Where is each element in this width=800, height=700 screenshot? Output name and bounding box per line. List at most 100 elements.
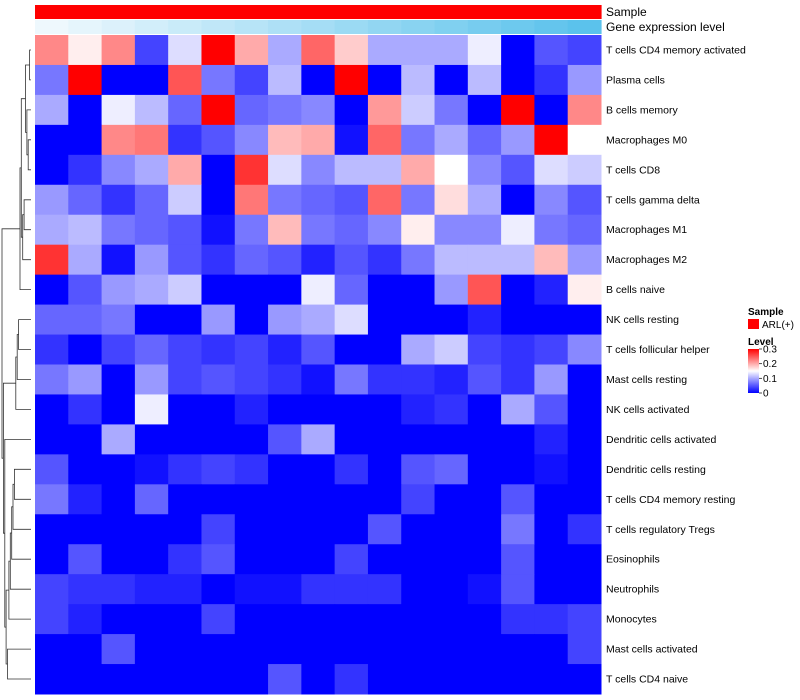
row-label: T cells follicular helper [606, 344, 710, 356]
heatmap-cell [367, 394, 402, 425]
heatmap-cell [367, 214, 402, 246]
heatmap-cell [334, 394, 369, 425]
heatmap-cell [134, 244, 169, 276]
heatmap-cell [101, 514, 136, 545]
heatmap-cell [134, 394, 169, 425]
heatmap-cell [234, 35, 269, 66]
heatmap-cell [401, 214, 436, 246]
heatmap-cell [168, 454, 202, 485]
heatmap-cell [401, 64, 436, 96]
heatmap-cell [567, 454, 602, 485]
track-gene-expression-cell [35, 20, 69, 34]
heatmap-cell [234, 514, 269, 545]
heatmap-cell [35, 454, 69, 485]
heatmap-cell [367, 334, 402, 365]
heatmap-cell [168, 35, 202, 66]
heatmap-cell [567, 154, 602, 186]
heatmap-cell [434, 634, 469, 665]
track-sample-cell [68, 5, 103, 19]
heatmap-cell [467, 214, 502, 246]
heatmap-cell [68, 364, 103, 395]
heatmap-cell [401, 484, 436, 515]
heatmap-cell [301, 64, 336, 96]
track-sample-cell [35, 5, 69, 19]
heatmap-cell [68, 454, 103, 485]
heatmap-cell [501, 364, 535, 395]
heatmap-cell [334, 334, 369, 365]
row-labels: T cells CD4 memory activated Plasma cells… [606, 44, 746, 685]
heatmap-cell [501, 334, 535, 365]
track-sample-cell [501, 5, 536, 19]
heatmap-cell [234, 544, 269, 575]
heatmap-cell [134, 304, 169, 336]
heatmap-cell [201, 304, 236, 336]
heatmap-cell [201, 214, 236, 246]
heatmap-cell [35, 574, 69, 605]
heatmap-cell [367, 544, 402, 575]
track-gene-expression-cell [467, 20, 502, 34]
heatmap-cell [467, 154, 502, 186]
row-label: Neutrophils [606, 584, 659, 596]
row-label: Plasma cells [606, 74, 665, 86]
dendrogram-branch [29, 49, 31, 81]
heatmap-cell [268, 94, 302, 126]
dendrogram-branch [15, 356, 31, 410]
heatmap-cell [401, 154, 436, 186]
heatmap-cell [401, 274, 436, 306]
heatmap-cell [467, 424, 502, 455]
heatmap-cell [301, 124, 336, 156]
heatmap-cell [434, 64, 469, 96]
heatmap-cell [367, 484, 402, 515]
heatmap-cell [301, 304, 336, 336]
heatmap-cell [401, 184, 436, 216]
heatmap-cell [434, 364, 469, 395]
heatmap-cell [367, 634, 402, 665]
heatmap-cell [467, 484, 502, 515]
heatmap-cell [334, 124, 369, 156]
heatmap-cell [201, 484, 236, 515]
heatmap-cell [234, 454, 269, 485]
heatmap-cell [168, 304, 202, 336]
heatmap-cell [301, 274, 336, 306]
heatmap-cell [301, 94, 336, 126]
heatmap-cell [134, 634, 169, 665]
heatmap-cell [234, 154, 269, 186]
heatmap-cell [68, 244, 103, 276]
track-gene-expression-cell [334, 20, 369, 34]
track-gene-expression-cell [134, 20, 169, 34]
heatmap-cell [434, 424, 469, 455]
heatmap-cell [501, 544, 535, 575]
dendrogram-branch [14, 468, 31, 500]
heatmap-cell [301, 394, 336, 425]
heatmap-cell [467, 364, 502, 395]
row-label: NK cells activated [606, 404, 690, 416]
heatmap-cell [434, 604, 469, 635]
heatmap-cell [367, 154, 402, 186]
legend-level-title: Level [748, 337, 774, 348]
heatmap-cell [201, 544, 236, 575]
heatmap-cell [467, 664, 502, 695]
heatmap-cell [134, 454, 169, 485]
heatmap-cell [234, 394, 269, 425]
heatmap-cell [268, 394, 302, 425]
heatmap-cell [334, 94, 369, 126]
heatmap-cell [101, 184, 136, 216]
heatmap-cell [367, 364, 402, 395]
track-sample-cell [101, 5, 136, 19]
heatmap-cell [234, 94, 269, 126]
row-label: Mast cells activated [606, 644, 698, 656]
heatmap-cell [367, 604, 402, 635]
row-label: Macrophages M0 [606, 134, 687, 146]
track-gene-expression-cell [268, 20, 302, 34]
heatmap-cell [35, 64, 69, 96]
heatmap-cell [134, 274, 169, 306]
legend-tick-label: 0.1 [763, 374, 777, 385]
heatmap-cell [134, 154, 169, 186]
heatmap-cell [68, 184, 103, 216]
heatmap-cell [268, 634, 302, 665]
heatmap-cell [534, 35, 569, 66]
track-gene-expression-cell [301, 20, 336, 34]
heatmap-cell [301, 514, 336, 545]
heatmap-cell [134, 124, 169, 156]
heatmap-cell [35, 334, 69, 365]
